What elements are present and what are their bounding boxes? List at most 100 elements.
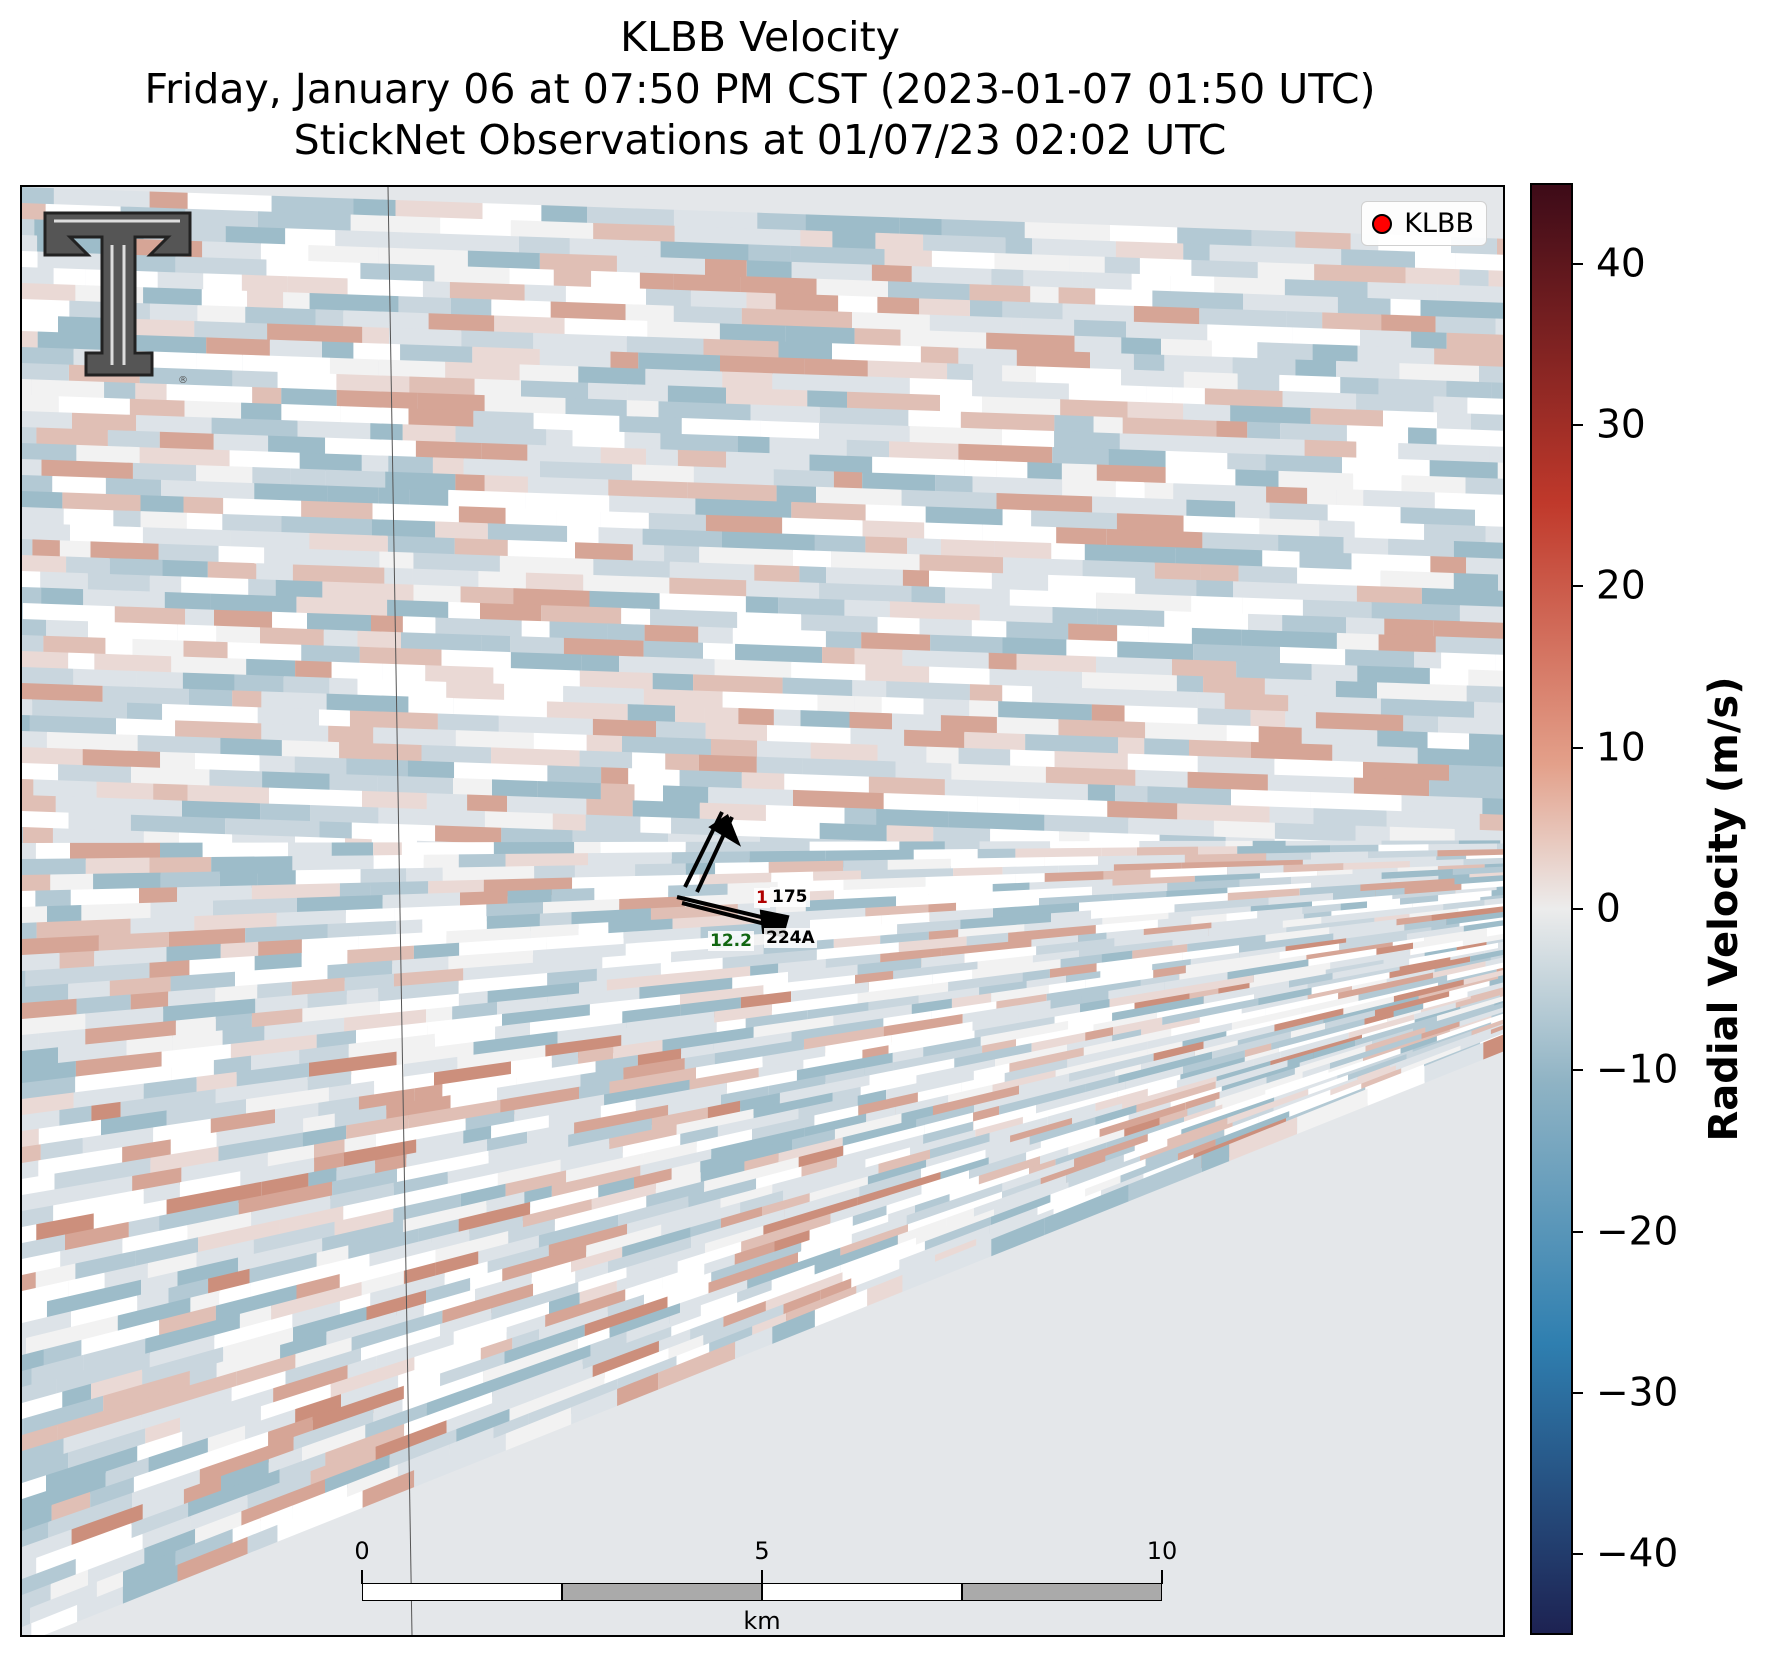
radar-map[interactable]: ® KLBB 1 175 12.2 224A 0 5 10 km [20, 185, 1505, 1637]
velocity-gate [537, 780, 601, 801]
velocity-gate [1386, 810, 1480, 831]
velocity-gate [1183, 371, 1238, 391]
velocity-gate [1307, 487, 1337, 506]
velocity-gate [911, 586, 946, 605]
velocity-gate [22, 729, 47, 749]
velocity-gate [213, 433, 269, 453]
velocity-gate [563, 685, 644, 706]
velocity-gate [1145, 722, 1227, 743]
velocity-gate [854, 328, 901, 347]
velocity-gate [1032, 238, 1116, 259]
velocity-gate [449, 281, 525, 302]
velocity-gate [945, 587, 1010, 607]
velocity-gate [1363, 489, 1435, 510]
velocity-gate [819, 406, 909, 427]
velocity-gate [285, 228, 336, 247]
velocity-gate [698, 626, 733, 645]
velocity-gate [659, 593, 746, 614]
velocity-gate [886, 681, 970, 702]
velocity-gate [1165, 450, 1228, 471]
velocity-gate [353, 342, 401, 362]
velocity-gate [175, 720, 262, 741]
velocity-gate [852, 311, 930, 332]
velocity-gate [247, 290, 284, 310]
velocity-gate [260, 243, 309, 263]
velocity-gate [996, 493, 1093, 514]
velocity-gate [225, 818, 320, 839]
velocity-gate [567, 526, 599, 545]
velocity-gate [458, 506, 506, 525]
station-id-224a[interactable]: 224A [764, 928, 817, 948]
velocity-gate [524, 284, 566, 303]
velocity-gate [1058, 287, 1096, 306]
velocity-gate [800, 230, 833, 249]
velocity-gate [1191, 627, 1242, 647]
velocity-gate [295, 660, 332, 679]
velocity-gate [22, 858, 86, 877]
colorbar-tick-label: 20 [1596, 563, 1646, 609]
velocity-gate [47, 905, 82, 924]
velocity-gate [203, 273, 242, 292]
velocity-gate [1048, 574, 1136, 595]
velocity-gate [926, 746, 959, 765]
velocity-gate [139, 367, 233, 388]
velocity-gate [102, 685, 190, 706]
velocity-gate [220, 737, 282, 758]
velocity-gate [72, 412, 137, 432]
velocity-gate [816, 278, 888, 299]
velocity-gate [1466, 685, 1499, 704]
velocity-gate [703, 642, 736, 661]
velocity-gate [883, 793, 978, 814]
velocity-gate [22, 874, 51, 893]
velocity-gate [510, 636, 564, 655]
velocity-gate [295, 869, 361, 888]
velocity-gate [593, 558, 670, 579]
velocity-gate [1467, 397, 1503, 417]
velocity-gate [1147, 786, 1232, 807]
velocity-gate [881, 697, 924, 716]
velocity-gate [1002, 365, 1036, 384]
station-id-175[interactable]: 175 [770, 887, 810, 907]
velocity-gate [674, 225, 715, 245]
velocity-gate [307, 612, 371, 633]
velocity-gate [799, 566, 827, 585]
velocity-gate [136, 670, 183, 690]
velocity-gate [986, 332, 1075, 353]
velocity-gate [802, 758, 896, 779]
velocity-gate [1476, 429, 1503, 450]
velocity-gate [741, 772, 785, 791]
velocity-gate [1235, 501, 1270, 520]
velocity-gate [1139, 258, 1192, 277]
velocity-gate [1286, 311, 1323, 330]
colorbar-tick-mark [1573, 1553, 1583, 1556]
velocity-gate [425, 665, 494, 685]
velocity-gate [854, 648, 903, 667]
velocity-gate [665, 753, 699, 772]
velocity-gate [626, 336, 704, 356]
velocity-gate [519, 236, 570, 256]
velocity-gate [1062, 479, 1116, 499]
velocity-gate [1044, 814, 1129, 835]
velocity-gate [832, 343, 921, 364]
velocity-gate [810, 742, 878, 762]
velocity-gate [105, 637, 133, 656]
velocity-gate [756, 756, 803, 776]
velocity-gate [232, 690, 262, 709]
velocity-gate [1430, 556, 1467, 575]
colorbar-tick-label: 10 [1596, 725, 1646, 771]
velocity-gate [161, 479, 255, 501]
velocity-gate [1214, 276, 1285, 297]
velocity-gate [814, 534, 866, 554]
velocity-gate [924, 522, 983, 542]
velocity-gate [197, 305, 246, 324]
velocity-gate [319, 821, 352, 840]
velocity-gate [564, 317, 648, 338]
velocity-gate [1417, 747, 1503, 769]
velocity-gate [854, 696, 882, 715]
velocity-gate [127, 702, 162, 721]
velocity-gate [647, 320, 720, 341]
velocity-gate [272, 611, 308, 630]
velocity-gate [1424, 523, 1486, 544]
velocity-gate [648, 512, 706, 532]
velocity-gate [484, 475, 529, 494]
